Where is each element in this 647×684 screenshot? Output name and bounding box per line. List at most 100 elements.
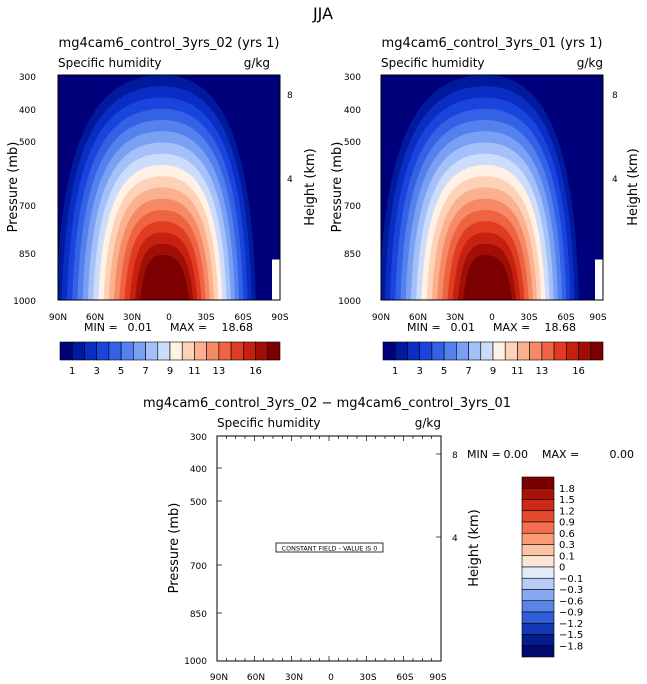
min-value: 0.00	[504, 448, 529, 461]
main-title: JJA	[312, 4, 333, 23]
y-tick-label: 500	[190, 498, 207, 508]
colorbar-swatch	[96, 341, 110, 361]
y-axis-ticks: 300 400 500 700 850 1000	[338, 73, 361, 307]
y-tick-label: 850	[190, 610, 207, 620]
colorbar-swatch	[468, 341, 482, 361]
colorbar-swatch	[521, 622, 555, 635]
panel-title: mg4cam6_control_3yrs_02 (yrs 1)	[59, 36, 280, 51]
y-tick-label: 300	[344, 73, 361, 83]
colorbar-swatch	[521, 532, 555, 545]
colorbar-swatch	[578, 341, 592, 361]
plot-frame	[57, 74, 281, 301]
y2-tick-label: 4	[612, 175, 618, 185]
colorbar-swatch	[206, 341, 220, 361]
colorbar-label: 7	[465, 366, 471, 377]
colorbar-label: −1.8	[559, 641, 583, 652]
y-axis-label: Pressure (mb)	[330, 142, 345, 233]
x-tick-label: 60N	[409, 313, 427, 323]
colorbar-label: 1	[69, 366, 75, 377]
colorbar-label: 1.5	[559, 495, 575, 506]
colorbar-label: 16	[572, 366, 585, 377]
colorbar-swatch	[521, 634, 555, 647]
colorbar-swatch	[431, 341, 445, 361]
colorbar-swatch	[407, 341, 420, 361]
colorbar-swatch	[157, 341, 171, 361]
x-tick-label: 90N	[210, 673, 228, 683]
x-tick-label: 30S	[520, 313, 537, 323]
colorbar-swatch	[521, 589, 555, 602]
max-label: MAX =	[542, 448, 579, 461]
colorbar-top-right: 1 3 5 7 9 11 13 16	[382, 341, 604, 377]
y-axis-right-label: Height (km)	[626, 148, 641, 225]
humidity-contour-fill	[381, 75, 603, 300]
x-tick-label: 60S	[396, 673, 413, 683]
y2-tick-label: 8	[452, 451, 458, 461]
y-axis-right-label: Height (km)	[467, 509, 482, 586]
panel-difference: mg4cam6_control_3yrs_02 − mg4cam6_contro…	[143, 396, 634, 683]
max-label: MAX =	[170, 321, 207, 334]
colorbar-swatch	[521, 645, 555, 658]
plot-frame	[380, 74, 604, 301]
x-tick-label: 90S	[271, 313, 288, 323]
colorbar-label: 9	[167, 366, 173, 377]
colorbar-label: 0.6	[559, 529, 575, 540]
y2-tick-label: 8	[612, 91, 618, 101]
y-tick-label: 1000	[184, 657, 207, 667]
colorbar-swatch	[521, 577, 555, 590]
max-value: 18.68	[222, 321, 254, 334]
x-axis-ticks: 90N 60N 30N 0 30S 60S 90S	[49, 313, 289, 323]
colorbar-swatch	[590, 341, 604, 361]
colorbar-swatch	[394, 341, 408, 361]
colorbar-swatch	[553, 341, 567, 361]
panel-subtitle-variable: Specific humidity	[58, 56, 162, 70]
colorbar-label: 3	[416, 366, 422, 377]
panel-subtitle-variable: Specific humidity	[217, 416, 321, 430]
y-axis-right-ticks: 8 4	[612, 91, 618, 185]
colorbar-swatch	[521, 611, 555, 624]
y-tick-label: 300	[19, 73, 36, 83]
y-tick-label: 300	[190, 433, 207, 443]
colorbar-label: 0.9	[559, 518, 575, 529]
x-tick-label: 60N	[86, 313, 104, 323]
colorbar-swatch	[71, 341, 85, 361]
y-tick-label: 850	[19, 250, 36, 260]
contour-band	[463, 255, 512, 300]
y2-tick-label: 4	[287, 175, 293, 185]
colorbar-label: 0	[559, 563, 565, 574]
constant-field-annotation: CONSTANT FIELD - VALUE IS 0	[282, 545, 378, 553]
humidity-contour-fill	[58, 75, 280, 300]
colorbar-difference: 1.81.51.20.90.60.30.10−0.1−0.3−0.6−0.9−1…	[521, 476, 583, 658]
min-value: 0.01	[451, 321, 476, 334]
min-label: MIN =	[407, 321, 441, 334]
colorbar-swatch	[133, 341, 146, 361]
colorbar-swatch	[255, 341, 269, 361]
x-tick-label: 30N	[446, 313, 464, 323]
colorbar-swatch	[120, 341, 134, 361]
colorbar-label: 16	[249, 366, 262, 377]
x-tick-label: 30N	[123, 313, 141, 323]
y-axis-right-ticks: 8 4	[287, 91, 293, 185]
colorbar-swatch	[521, 510, 555, 523]
y-tick-label: 500	[344, 138, 361, 148]
y-tick-label: 500	[19, 138, 36, 148]
colorbar-swatch	[529, 341, 543, 361]
colorbar-swatch	[521, 555, 555, 568]
colorbar-label: 13	[213, 366, 226, 377]
x-tick-label: 90N	[49, 313, 67, 323]
x-tick-label: 30S	[359, 673, 376, 683]
max-value: 18.68	[545, 321, 577, 334]
missing-data-area	[272, 259, 280, 300]
colorbar-label: −1.5	[559, 630, 583, 641]
colorbar-label: −0.9	[559, 608, 583, 619]
panel-top-right: mg4cam6_control_3yrs_01 (yrs 1) Specific…	[330, 36, 641, 377]
panel-subtitle-variable: Specific humidity	[381, 56, 485, 70]
colorbar-swatch	[521, 499, 555, 512]
colorbar-swatch	[267, 341, 281, 361]
y-axis-ticks: 300 400 500 700 850 1000	[184, 433, 207, 667]
colorbar-swatch	[541, 341, 555, 361]
colorbar-label: −0.1	[559, 574, 583, 585]
x-tick-label: 60S	[557, 313, 574, 323]
x-tick-label: 90S	[429, 673, 446, 683]
x-axis-ticks: 90N 60N 30N 0 30S 60S 90S	[372, 313, 607, 323]
x-tick-label: 0	[166, 313, 172, 323]
